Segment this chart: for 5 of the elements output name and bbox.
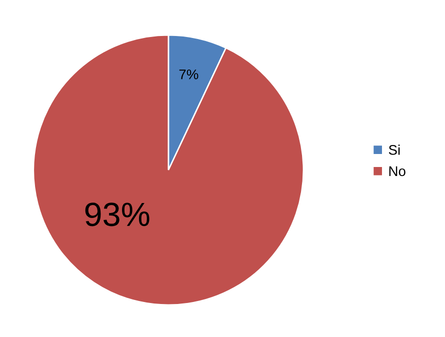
pie-slice	[32, 34, 304, 306]
data-label: 7%	[179, 69, 198, 80]
data-label: 93%	[85, 202, 150, 226]
legend-label: No	[389, 166, 406, 176]
legend-label: Si	[388, 144, 400, 155]
